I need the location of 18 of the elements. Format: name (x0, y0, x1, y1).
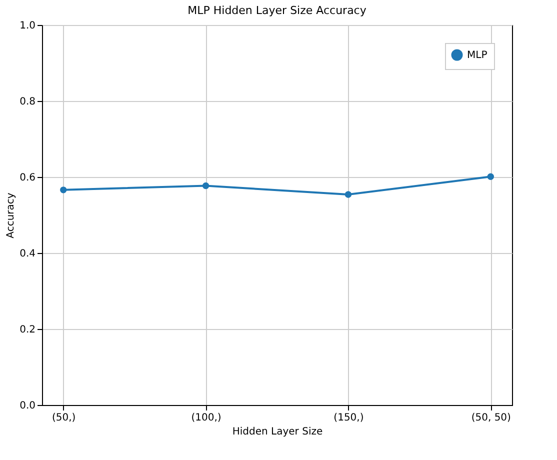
y-tick-label: 0.0 (20, 400, 36, 412)
x-tick-label: (50, 50) (471, 412, 512, 424)
point (202, 182, 210, 190)
legend-label: MLP (467, 50, 488, 61)
y-axis-title: Accuracy (6, 192, 17, 238)
y-tick-label: 0.8 (20, 96, 36, 108)
y-tick-label: 0.2 (20, 324, 36, 336)
x-tick-label: (100,) (191, 412, 222, 424)
x-tick-label: (150,) (334, 412, 364, 424)
point (487, 173, 494, 180)
y-tick-label: 0.6 (20, 172, 36, 184)
point (344, 191, 352, 198)
y-tick-label: 1.0 (20, 20, 36, 32)
x-axis-title: Hidden Layer Size (232, 426, 323, 438)
chart-title: MLP Hidden Layer Size Accuracy (188, 4, 367, 17)
x-tick-label: (50,) (52, 412, 76, 424)
point (60, 186, 67, 194)
y-tick-label: 0.4 (20, 248, 36, 260)
